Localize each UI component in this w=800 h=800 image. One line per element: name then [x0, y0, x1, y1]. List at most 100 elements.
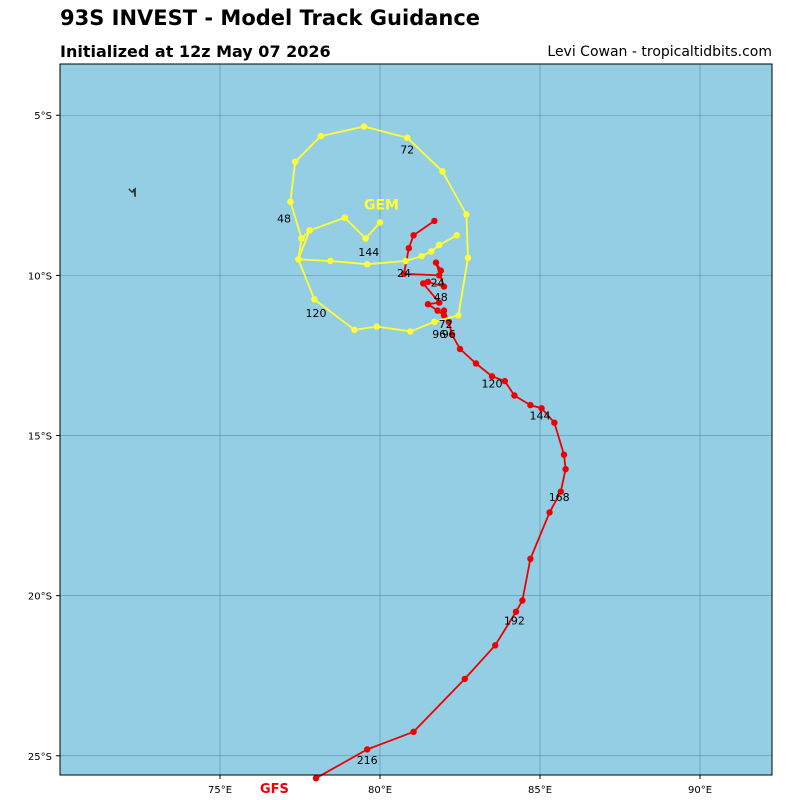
- gem-track-point: [364, 261, 371, 268]
- gfs-track-point: [472, 360, 480, 367]
- gfs-track-point: [448, 331, 456, 338]
- small-island: [128, 187, 136, 198]
- gem-track-point: [351, 326, 358, 333]
- gfs-track-point: [434, 307, 441, 314]
- gfs-track-point: [511, 392, 518, 399]
- gfs-hour-label: 192: [504, 614, 525, 627]
- gfs-track-point: [431, 217, 438, 225]
- lon-tick-label: 80°E: [368, 785, 392, 796]
- lat-tick-label: 10°S: [28, 271, 52, 282]
- lon-tick-label: 75°E: [208, 785, 232, 796]
- gem-track-point: [306, 227, 313, 234]
- gem-track-point: [292, 158, 299, 165]
- gfs-track-point: [437, 267, 444, 274]
- gfs-track-point: [461, 675, 468, 683]
- gem-track-point: [360, 123, 368, 130]
- ticks-layer: 75°E 80°E 85°E 90°E 5°S 10°S 15°S 20°S 25°S: [28, 111, 712, 796]
- grid-layer: [60, 64, 772, 775]
- gfs-track-point: [557, 488, 564, 495]
- lon-tick-label: 90°E: [688, 785, 712, 796]
- gfs-track-point: [501, 377, 508, 385]
- gem-track-point: [407, 328, 414, 335]
- gem-track-point: [436, 241, 443, 249]
- gfs-hour-label: 24: [431, 277, 445, 290]
- gem-track-point: [327, 257, 334, 265]
- gfs-track-point: [538, 405, 545, 412]
- gfs-hour-label: 216: [357, 754, 378, 767]
- gem-track-point: [453, 232, 460, 239]
- gfs-track-point: [527, 555, 534, 562]
- gfs-track-point: [410, 232, 417, 239]
- gfs-track: [312, 217, 569, 782]
- gfs-hour-label: 72: [439, 318, 453, 331]
- gfs-track-point: [420, 280, 427, 287]
- gem-track-point: [287, 198, 294, 205]
- gem-track-line: [289, 125, 469, 333]
- gfs-track-point: [436, 299, 443, 306]
- gfs-track-point: [364, 746, 371, 753]
- tracks-layer: [287, 123, 569, 782]
- page-title: 93S INVEST - Model Track Guidance: [60, 6, 481, 30]
- gem-track-point: [341, 214, 348, 221]
- gem-track-point: [376, 219, 384, 226]
- gfs-hour-label: 120: [482, 377, 503, 390]
- gem-track: [287, 123, 472, 335]
- gfs-track-point: [405, 245, 412, 252]
- gem-hour-label: 72: [400, 144, 414, 157]
- gem-model-label: GEM: [364, 198, 399, 214]
- gfs-track-point: [488, 373, 496, 380]
- gfs-track-point: [312, 775, 320, 782]
- gfs-hour-label: 96: [442, 328, 456, 341]
- land-layer: [128, 187, 136, 198]
- lat-tick-label: 5°S: [34, 111, 52, 122]
- lat-tick-label: 15°S: [28, 432, 52, 443]
- gem-track-point: [295, 256, 302, 263]
- gem-hour-label: 24: [397, 267, 411, 280]
- gem-track-point: [428, 248, 435, 255]
- gem-hour-label: 96: [432, 328, 446, 341]
- gfs-hour-label: 48: [434, 291, 448, 304]
- gfs-hour-label: 144: [530, 410, 551, 423]
- gem-track-point: [431, 318, 438, 325]
- gem-track-point: [373, 323, 380, 330]
- gem-track-point: [402, 257, 409, 265]
- gem-track-point: [463, 211, 470, 218]
- lat-tick-label: 20°S: [28, 592, 52, 603]
- gfs-track-point: [440, 312, 448, 319]
- gfs-track-point: [560, 451, 568, 458]
- gfs-track-point: [410, 728, 417, 735]
- credit-text: Levi Cowan - tropicaltidbits.com: [547, 44, 772, 60]
- gfs-track-point: [492, 642, 499, 649]
- gfs-track-point: [551, 419, 558, 426]
- gfs-track-point: [432, 259, 440, 266]
- ocean-background: [59, 63, 773, 776]
- gfs-track-point: [519, 597, 526, 604]
- gfs-track-point: [562, 465, 569, 473]
- gfs-track-point: [527, 401, 534, 409]
- gfs-track-point: [400, 270, 408, 277]
- gfs-hour-label: 168: [549, 491, 570, 504]
- gem-hour-label: 144: [358, 246, 379, 259]
- gfs-track-point: [456, 345, 464, 353]
- gfs-track-point: [440, 283, 448, 290]
- gem-track-point: [311, 296, 318, 303]
- gem-hour-label: 48: [277, 213, 291, 226]
- gem-track-point: [464, 254, 472, 261]
- gem-track-point: [418, 253, 425, 260]
- gem-track-point: [455, 312, 462, 319]
- gem-track-point: [362, 235, 369, 242]
- gfs-legend-entry: GFS: [260, 782, 289, 797]
- gfs-track-point: [424, 301, 432, 308]
- map-frame: [59, 63, 773, 776]
- gfs-track-point: [546, 509, 553, 516]
- gem-track-point: [317, 132, 324, 140]
- lon-tick-label: 85°E: [528, 785, 552, 796]
- gfs-track-point: [440, 307, 448, 314]
- gem-track-point: [404, 134, 411, 141]
- gem-hour-label: 120: [306, 307, 327, 320]
- model-legend: GFS: [260, 782, 289, 797]
- gfs-track-point: [445, 318, 452, 325]
- gem-track-point: [298, 235, 305, 242]
